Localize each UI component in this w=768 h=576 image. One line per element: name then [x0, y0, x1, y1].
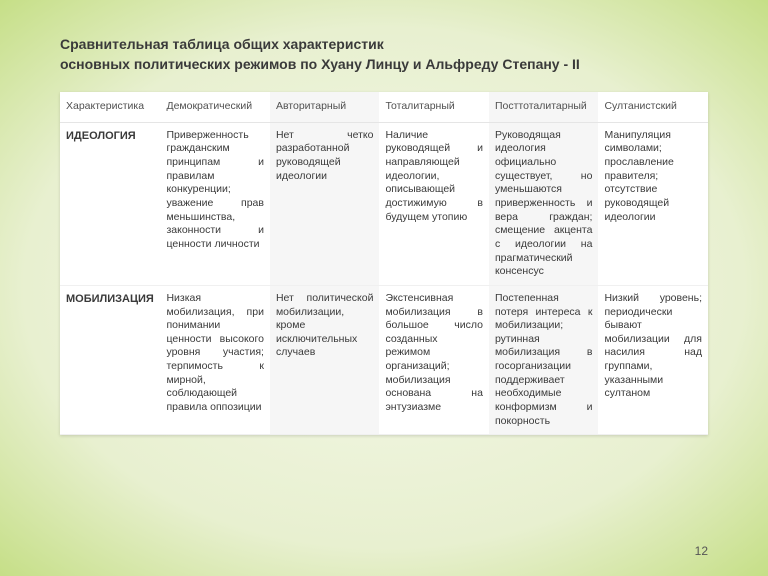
col-header: Демократический — [160, 92, 270, 123]
cell: Постепенная потеря интереса к мобилизаци… — [489, 286, 599, 435]
slide-content: Сравнительная таблица общих характеристи… — [60, 35, 708, 435]
cell: Экстенсивная мобилизация в большое число… — [379, 286, 489, 435]
cell: Низкая мобилизация, при понимании ценнос… — [160, 286, 270, 435]
title-line-1: Сравнительная таблица общих характеристи… — [60, 35, 708, 55]
table-row: ИДЕОЛОГИЯ Приверженность гражданским при… — [60, 123, 708, 286]
cell: Руководящая идеология официально существ… — [489, 123, 599, 286]
cell: Нет политической мобилизации, кроме искл… — [270, 286, 380, 435]
cell: Приверженность гражданским принципам и п… — [160, 123, 270, 286]
cell: Низкий уровень; периодически бывают моби… — [598, 286, 708, 435]
col-header: Султанистский — [598, 92, 708, 123]
cell: Манипуляция символами; прославление прав… — [598, 123, 708, 286]
col-header: Авторитарный — [270, 92, 380, 123]
page-number: 12 — [695, 544, 708, 558]
table-body: ИДЕОЛОГИЯ Приверженность гражданским при… — [60, 123, 708, 435]
slide-title: Сравнительная таблица общих характеристи… — [60, 35, 708, 74]
col-header: Посттоталитарный — [489, 92, 599, 123]
col-header: Характеристика — [60, 92, 160, 123]
cell: Наличие руководящей и направляющей идеол… — [379, 123, 489, 286]
row-label: МОБИЛИЗАЦИЯ — [60, 286, 160, 435]
table-row: МОБИЛИЗАЦИЯ Низкая мобилизация, при пони… — [60, 286, 708, 435]
cell: Нет четко разработанной руководящей идео… — [270, 123, 380, 286]
title-line-2: основных политических режимов по Хуану Л… — [60, 55, 708, 75]
comparison-table: Характеристика Демократический Авторитар… — [60, 92, 708, 435]
table-header: Характеристика Демократический Авторитар… — [60, 92, 708, 123]
row-label: ИДЕОЛОГИЯ — [60, 123, 160, 286]
col-header: Тоталитарный — [379, 92, 489, 123]
